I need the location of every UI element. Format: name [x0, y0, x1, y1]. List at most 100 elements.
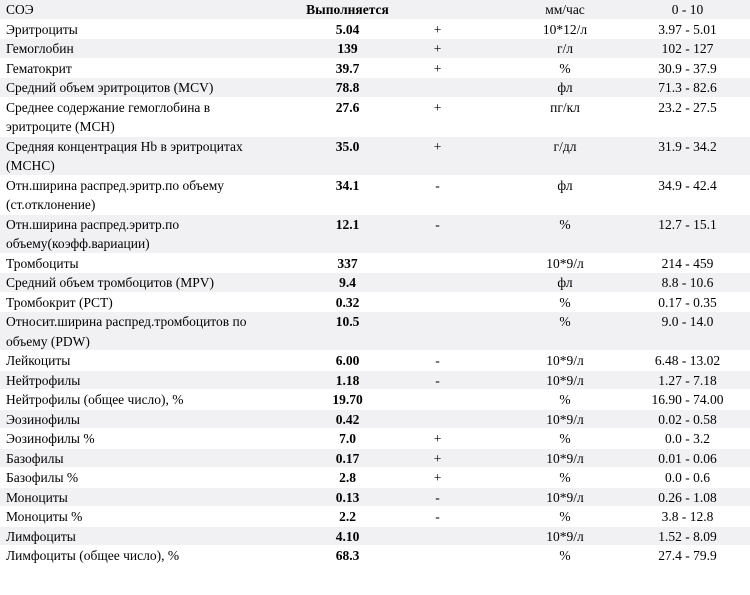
test-unit: 10*9/л [546, 411, 584, 427]
test-value: 34.1 [335, 177, 360, 193]
test-reference: 23.2 - 27.5 [658, 99, 717, 115]
test-value: 0.17 [335, 450, 360, 466]
test-unit: % [559, 470, 571, 485]
test-name: Базофилы % [6, 470, 79, 485]
test-name: Среднее содержание гемоглобина в эритроц… [6, 99, 211, 135]
test-unit: % [559, 60, 571, 76]
test-unit: 10*9/л [546, 528, 584, 544]
test-name: Эритроциты [6, 21, 78, 37]
table-row: Средняя концентрация Hb в эритроцитах (M… [0, 136, 750, 176]
table-row: Эозинофилы % 7.0 +% 0.0 - 3.2 [0, 429, 750, 449]
table-row: Нейтрофилы (общее число), % 19.70% 16.90 -… [0, 390, 750, 410]
test-flag: - [435, 353, 440, 368]
test-reference: 3.8 - 12.8 [661, 509, 714, 524]
test-unit: % [559, 431, 571, 446]
test-name: Отн.ширина распред.эритр.по объему(коэфф… [6, 216, 180, 252]
test-unit: % [559, 509, 571, 524]
table-row: Средний объем эритроцитов (MCV) 78.8 фл 71.… [0, 78, 750, 98]
test-reference: 0.17 - 0.35 [658, 294, 717, 310]
test-name: Нейтрофилы [6, 372, 81, 388]
test-flag: + [433, 138, 442, 154]
table-row: Нейтрофилы 1.18 - 10*9/л 1.27 - 7.18 [0, 370, 750, 390]
test-unit: 10*9/л [546, 372, 584, 388]
table-row: Гематокрит 39.7 +% 30.9 - 37.9 [0, 58, 750, 78]
test-value: 0.32 [335, 294, 360, 310]
test-reference: 31.9 - 34.2 [658, 138, 717, 154]
test-value: 2.2 [339, 509, 356, 524]
test-reference: 6.48 - 13.02 [654, 353, 721, 368]
test-value: 6.00 [335, 353, 360, 368]
test-unit: 10*9/л [546, 255, 584, 271]
test-unit: 10*12/л [542, 21, 588, 37]
test-reference: 12.7 - 15.1 [658, 216, 717, 232]
test-flag: + [433, 99, 442, 115]
test-unit: % [559, 392, 571, 407]
test-reference: 0.02 - 0.58 [658, 411, 717, 427]
test-value: 19.70 [332, 392, 363, 407]
test-name: Моноциты [6, 489, 68, 505]
table-row: Отн.ширина распред.эритр.по объему(коэфф… [0, 214, 750, 254]
table-row: Среднее содержание гемоглобина в эритроц… [0, 97, 750, 137]
test-unit: 10*9/л [546, 450, 584, 466]
test-name: Гемоглобин [6, 41, 74, 56]
test-unit: % [559, 294, 571, 310]
test-name: Нейтрофилы (общее число), % [6, 392, 184, 407]
test-name: Средний объем тромбоцитов (MPV) [6, 275, 215, 290]
test-reference: 71.3 - 82.6 [658, 80, 717, 95]
table-header-row: СОЭ Выполняется мм/час 0 - 10 [0, 0, 750, 20]
test-unit: мм/час [545, 2, 585, 17]
test-name: Моноциты % [6, 509, 83, 524]
test-unit: пг/кл [550, 99, 580, 115]
test-flag: + [433, 450, 442, 466]
test-reference: 3.97 - 5.01 [658, 21, 717, 37]
test-name: Лимфоциты (общее число), % [6, 548, 180, 563]
test-value: 139 [337, 41, 358, 56]
test-flag: + [433, 41, 442, 56]
test-value: 12.1 [335, 216, 360, 232]
test-reference: 8.8 - 10.6 [661, 275, 714, 290]
test-value: 35.0 [335, 138, 360, 154]
test-reference: 16.90 - 74.00 [651, 392, 724, 407]
test-flag: - [435, 177, 440, 193]
test-value: 1.18 [335, 372, 360, 388]
table-row: Базофилы 0.17 +10*9/л 0.01 - 0.06 [0, 448, 750, 468]
test-name: Эозинофилы [6, 411, 80, 427]
test-value: 27.6 [335, 99, 360, 115]
table-row: Лимфоциты (общее число), % 68.3% 27.4 - 79… [0, 546, 750, 566]
test-name: Тромбокрит (PCT) [6, 294, 113, 310]
test-reference: 30.9 - 37.9 [658, 60, 717, 76]
test-value: 9.4 [339, 275, 356, 290]
table-row: Моноциты 0.13 - 10*9/л 0.26 - 1.08 [0, 487, 750, 507]
table-row: Отн.ширина распред.эритр.по объему (ст.о… [0, 175, 750, 215]
table-row: Эритроциты 5.04 +10*12/л 3.97 - 5.01 [0, 19, 750, 39]
table-row: Эозинофилы 0.42 10*9/л 0.02 - 0.58 [0, 409, 750, 429]
table-row: Базофилы % 2.8 +% 0.0 - 0.6 [0, 468, 750, 488]
test-reference: 9.0 - 14.0 [661, 314, 714, 329]
test-reference: 1.27 - 7.18 [658, 372, 717, 388]
test-name: Средний объем эритроцитов (MCV) [6, 80, 214, 95]
test-value: 10.5 [335, 314, 360, 329]
test-reference: 0 - 10 [671, 2, 704, 17]
table-row: Относит.ширина распред.тромбоцитов по об… [0, 312, 750, 351]
test-unit: 10*9/л [546, 489, 584, 505]
test-reference: 0.0 - 3.2 [665, 431, 710, 446]
test-value: 39.7 [335, 60, 360, 76]
test-unit: фл [557, 177, 573, 193]
test-reference: 34.9 - 42.4 [658, 177, 717, 193]
test-value: 2.8 [339, 470, 356, 485]
test-name: Базофилы [6, 450, 64, 466]
test-reference: 102 - 127 [661, 41, 714, 56]
test-unit: % [559, 548, 571, 563]
test-flag: - [435, 372, 440, 388]
test-unit: % [559, 216, 571, 232]
table-row: Тромбокрит (PCT) 0.32% 0.17 - 0.35 [0, 292, 750, 312]
table-row: Средний объем тромбоцитов (MPV) 9.4 фл 8.8 … [0, 273, 750, 293]
test-unit: % [559, 314, 571, 329]
test-name: Отн.ширина распред.эритр.по объему (ст.о… [6, 177, 225, 213]
test-value: 0.42 [335, 411, 360, 427]
table-row: Гемоглобин 139 + г/л 102 - 127 [0, 39, 750, 59]
test-reference: 27.4 - 79.9 [658, 548, 717, 563]
test-name: Тромбоциты [6, 255, 79, 271]
test-value: 4.10 [335, 528, 360, 544]
test-name: Лейкоциты [6, 353, 71, 368]
